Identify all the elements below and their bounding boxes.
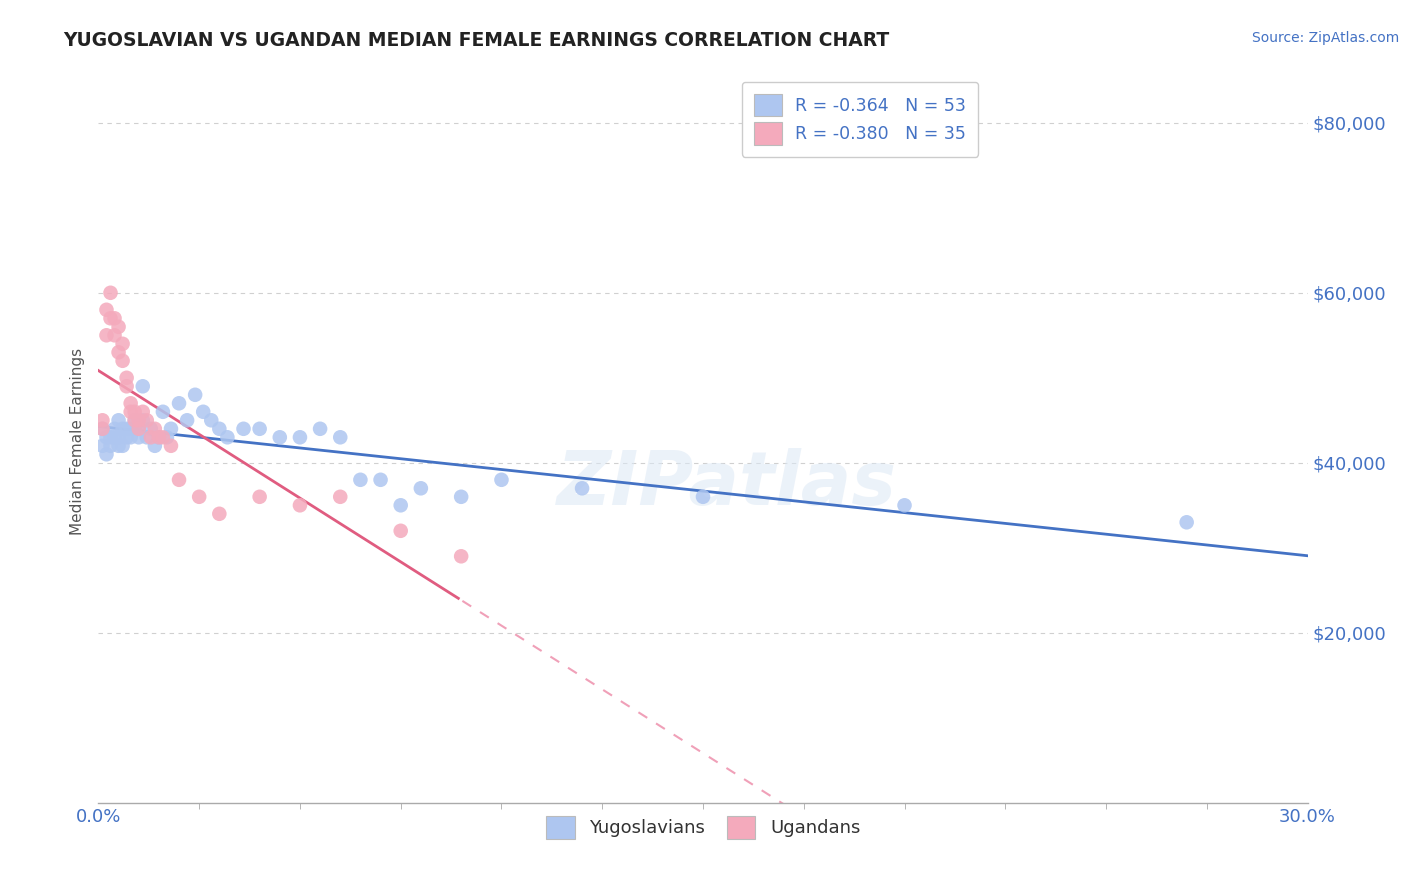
Point bbox=[132, 379, 155, 393]
Point bbox=[107, 430, 129, 444]
Point bbox=[450, 549, 472, 564]
Point bbox=[139, 422, 162, 436]
Point bbox=[309, 422, 332, 436]
Point bbox=[100, 311, 122, 326]
Point bbox=[152, 430, 174, 444]
Point bbox=[160, 422, 183, 436]
Point bbox=[115, 422, 138, 436]
Point bbox=[167, 473, 190, 487]
Point bbox=[893, 498, 915, 512]
Point bbox=[193, 405, 215, 419]
Point bbox=[107, 319, 129, 334]
Point bbox=[128, 422, 150, 436]
Point bbox=[148, 430, 170, 444]
Point bbox=[124, 422, 146, 436]
Point bbox=[156, 430, 179, 444]
Point bbox=[103, 430, 125, 444]
Point bbox=[135, 413, 157, 427]
Point bbox=[167, 396, 190, 410]
Point bbox=[107, 439, 129, 453]
Point bbox=[120, 405, 142, 419]
Point bbox=[249, 422, 271, 436]
Point bbox=[143, 439, 166, 453]
Point bbox=[115, 371, 138, 385]
Text: ZIPatlas: ZIPatlas bbox=[557, 449, 897, 522]
Point bbox=[409, 481, 432, 495]
Point bbox=[139, 430, 162, 444]
Point bbox=[184, 388, 207, 402]
Point bbox=[571, 481, 593, 495]
Point bbox=[115, 379, 138, 393]
Point bbox=[491, 473, 513, 487]
Point bbox=[96, 302, 118, 317]
Point bbox=[288, 430, 311, 444]
Point bbox=[111, 439, 134, 453]
Point bbox=[124, 405, 146, 419]
Point bbox=[103, 311, 125, 326]
Point bbox=[96, 430, 118, 444]
Point bbox=[249, 490, 271, 504]
Point bbox=[115, 430, 138, 444]
Point bbox=[370, 473, 392, 487]
Point bbox=[217, 430, 239, 444]
Point bbox=[200, 413, 222, 427]
Point bbox=[111, 336, 134, 351]
Point bbox=[143, 422, 166, 436]
Point bbox=[91, 422, 114, 436]
Y-axis label: Median Female Earnings: Median Female Earnings bbox=[69, 348, 84, 535]
Point bbox=[91, 413, 114, 427]
Point bbox=[132, 413, 155, 427]
Point bbox=[107, 345, 129, 359]
Point bbox=[135, 430, 157, 444]
Point bbox=[100, 285, 122, 300]
Point bbox=[120, 422, 142, 436]
Text: Source: ZipAtlas.com: Source: ZipAtlas.com bbox=[1251, 31, 1399, 45]
Point bbox=[176, 413, 198, 427]
Point bbox=[329, 490, 352, 504]
Point bbox=[91, 422, 114, 436]
Point bbox=[450, 490, 472, 504]
Point bbox=[232, 422, 254, 436]
Point bbox=[128, 430, 150, 444]
Point bbox=[349, 473, 371, 487]
Point bbox=[111, 422, 134, 436]
Point bbox=[128, 422, 150, 436]
Point bbox=[389, 524, 412, 538]
Point bbox=[124, 413, 146, 427]
Point bbox=[111, 353, 134, 368]
Point bbox=[389, 498, 412, 512]
Point bbox=[208, 422, 231, 436]
Point bbox=[692, 490, 714, 504]
Point bbox=[148, 430, 170, 444]
Point bbox=[269, 430, 291, 444]
Point bbox=[100, 430, 122, 444]
Point bbox=[107, 413, 129, 427]
Point bbox=[188, 490, 211, 504]
Point bbox=[100, 439, 122, 453]
Point bbox=[152, 405, 174, 419]
Point bbox=[124, 413, 146, 427]
Point bbox=[128, 413, 150, 427]
Point bbox=[96, 447, 118, 461]
Point bbox=[91, 439, 114, 453]
Point bbox=[132, 405, 155, 419]
Point bbox=[103, 422, 125, 436]
Point bbox=[120, 396, 142, 410]
Text: YUGOSLAVIAN VS UGANDAN MEDIAN FEMALE EARNINGS CORRELATION CHART: YUGOSLAVIAN VS UGANDAN MEDIAN FEMALE EAR… bbox=[63, 31, 890, 50]
Point bbox=[329, 430, 352, 444]
Point bbox=[103, 328, 125, 343]
Point bbox=[160, 439, 183, 453]
Legend: Yugoslavians, Ugandans: Yugoslavians, Ugandans bbox=[537, 806, 869, 848]
Point bbox=[288, 498, 311, 512]
Point bbox=[96, 328, 118, 343]
Point bbox=[120, 430, 142, 444]
Point bbox=[208, 507, 231, 521]
Point bbox=[1175, 516, 1198, 530]
